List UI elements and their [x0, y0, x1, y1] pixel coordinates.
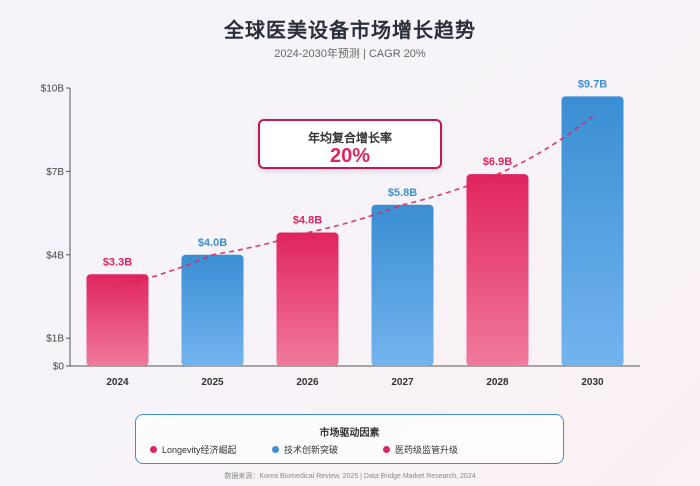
- data-label: $9.7B: [578, 78, 607, 90]
- x-tick-label: 2025: [201, 377, 224, 388]
- cagr-annotation: 年均复合增长率 20%: [258, 119, 442, 169]
- bar-2026: [276, 232, 339, 366]
- legend-label: Longevity经济崛起: [162, 445, 237, 455]
- legend-item-innovation: 技术创新突破: [272, 443, 338, 456]
- chart-subtitle: 2024-2030年预测 | CAGR 20%: [274, 48, 426, 60]
- data-label: $4.8B: [293, 215, 322, 227]
- data-label: $3.3B: [103, 256, 132, 268]
- bar-2030: [561, 96, 624, 366]
- bar-2025: [181, 254, 244, 366]
- bar-2024: [86, 274, 149, 366]
- legend-dot: [383, 446, 390, 453]
- data-source-footer: 数据来源：Korea Biomedical Review, 2025 | Dat…: [224, 473, 476, 480]
- bar-chart: $0 $1B $4B $7B $10B $3.3B 2024 $4.0B 2025 $4.8B 2…: [41, 78, 640, 388]
- data-label: $4.0B: [198, 237, 227, 249]
- x-tick-label: 2024: [106, 377, 129, 388]
- data-label: $5.8B: [388, 187, 417, 199]
- legend-label: 技术创新突破: [284, 445, 339, 455]
- bar-2027: [371, 204, 434, 366]
- bar-2028: [466, 174, 529, 366]
- cagr-label: 年均复合增长率: [307, 131, 392, 145]
- y-tick-label: $1B: [46, 334, 64, 345]
- x-tick-label: 2026: [296, 377, 319, 388]
- y-tick-label: $10B: [41, 84, 65, 95]
- legend-item-longevity: Longevity经济崛起: [150, 443, 237, 456]
- legend-label: 医药级监管升级: [395, 445, 459, 455]
- legend-dot: [272, 446, 279, 453]
- legend-dot: [150, 446, 157, 453]
- x-tick-label: 2027: [391, 377, 414, 388]
- y-tick-label: $0: [53, 362, 65, 373]
- cagr-value: 20%: [329, 145, 371, 167]
- legend: 市场驱动因素 Longevity经济崛起 技术创新突破 医药级监管升级: [135, 414, 564, 464]
- y-tick-label: $4B: [46, 250, 64, 261]
- chart-title: 全球医美设备市场增长趋势: [224, 20, 476, 42]
- y-tick-label: $7B: [46, 167, 64, 178]
- x-tick-label: 2028: [486, 377, 509, 388]
- x-tick-label: 2030: [581, 377, 604, 388]
- data-label: $6.9B: [483, 156, 512, 168]
- legend-title: 市场驱动因素: [319, 428, 380, 439]
- legend-item-regulation: 医药级监管升级: [383, 443, 458, 456]
